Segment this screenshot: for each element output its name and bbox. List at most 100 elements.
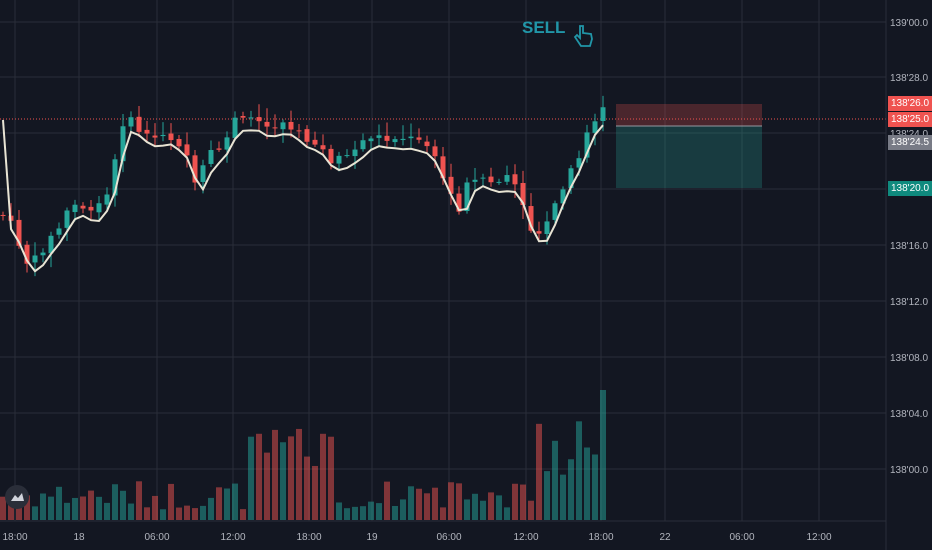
candle-down[interactable] bbox=[440, 156, 446, 179]
candle-up[interactable] bbox=[568, 168, 574, 189]
candle-up[interactable] bbox=[56, 228, 62, 235]
candle-down[interactable] bbox=[312, 139, 318, 145]
candle-down[interactable] bbox=[432, 146, 438, 157]
pointer-hand-icon bbox=[573, 25, 593, 47]
candle-up[interactable] bbox=[576, 158, 582, 168]
candle-down[interactable] bbox=[512, 174, 518, 185]
candle-up[interactable] bbox=[72, 204, 78, 213]
candles[interactable] bbox=[0, 95, 606, 277]
tradingview-logo-icon[interactable] bbox=[5, 485, 29, 509]
candle-up[interactable] bbox=[104, 194, 110, 205]
candle-up[interactable] bbox=[560, 189, 566, 204]
candle-up[interactable] bbox=[96, 203, 102, 213]
candle-up[interactable] bbox=[336, 155, 342, 164]
candle-down[interactable] bbox=[424, 141, 430, 147]
candle-down[interactable] bbox=[184, 144, 190, 156]
time-tick-label: 06:00 bbox=[729, 532, 754, 543]
candle-up[interactable] bbox=[40, 252, 46, 256]
candle-up[interactable] bbox=[208, 150, 214, 164]
entry-price-label: 138'25.0 bbox=[888, 112, 932, 127]
candle-up[interactable] bbox=[376, 135, 382, 138]
time-axis[interactable]: 18:00 18 06:00 12:00 18:00 19 06:00 12:00 18:00 2… bbox=[2, 532, 831, 543]
candle-down[interactable] bbox=[536, 231, 542, 234]
volume-bar bbox=[472, 493, 478, 520]
candle-up[interactable] bbox=[200, 165, 206, 182]
candle-down[interactable] bbox=[456, 193, 462, 212]
volume-bar bbox=[384, 481, 390, 520]
candle-up[interactable] bbox=[112, 159, 118, 196]
candle-up[interactable] bbox=[120, 126, 126, 162]
candle-up[interactable] bbox=[32, 255, 38, 263]
candle-up[interactable] bbox=[352, 149, 358, 157]
volume-bar bbox=[512, 483, 518, 520]
candle-down[interactable] bbox=[320, 145, 326, 150]
stop-price-label: 138'26.0 bbox=[888, 96, 932, 111]
candle-up[interactable] bbox=[408, 136, 414, 139]
candle-down[interactable] bbox=[448, 176, 454, 194]
volume-bar bbox=[176, 507, 182, 520]
candle-up[interactable] bbox=[592, 121, 598, 133]
candle-up[interactable] bbox=[400, 138, 406, 141]
candle-up[interactable] bbox=[360, 140, 366, 150]
candle-up[interactable] bbox=[368, 138, 374, 142]
volume-bar bbox=[240, 509, 246, 520]
candle-down[interactable] bbox=[272, 127, 278, 129]
candle-down[interactable] bbox=[88, 206, 94, 211]
candle-up[interactable] bbox=[344, 155, 350, 157]
candle-down[interactable] bbox=[192, 155, 198, 183]
candle-down[interactable] bbox=[520, 182, 526, 206]
volume-bar bbox=[304, 456, 310, 520]
candle-down[interactable] bbox=[528, 206, 534, 231]
take-profit-zone[interactable] bbox=[616, 126, 762, 188]
candle-down[interactable] bbox=[168, 133, 174, 141]
volume-bar bbox=[312, 465, 318, 520]
candle-up[interactable] bbox=[160, 134, 166, 137]
time-tick-label: 18:00 bbox=[588, 532, 613, 543]
candle-up[interactable] bbox=[584, 132, 590, 158]
candle-down[interactable] bbox=[80, 205, 86, 209]
candle-down[interactable] bbox=[136, 116, 142, 132]
volume-bar bbox=[224, 488, 230, 520]
candle-up[interactable] bbox=[496, 181, 502, 183]
candle-up[interactable] bbox=[64, 210, 70, 228]
candle-down[interactable] bbox=[144, 129, 150, 134]
candle-up[interactable] bbox=[224, 137, 230, 150]
candle-up[interactable] bbox=[48, 235, 54, 254]
candle-down[interactable] bbox=[416, 137, 422, 140]
candle-down[interactable] bbox=[16, 219, 22, 246]
candle-up[interactable] bbox=[544, 221, 550, 235]
candle-up[interactable] bbox=[552, 203, 558, 220]
candle-down[interactable] bbox=[296, 130, 302, 132]
candle-down[interactable] bbox=[256, 117, 262, 122]
candle-up[interactable] bbox=[128, 117, 134, 127]
volume-bar bbox=[288, 436, 294, 520]
volume-bar bbox=[136, 481, 142, 520]
candle-up[interactable] bbox=[392, 139, 398, 143]
candle-down[interactable] bbox=[0, 214, 6, 216]
candle-down[interactable] bbox=[288, 121, 294, 130]
candle-up[interactable] bbox=[480, 177, 486, 179]
candle-down[interactable] bbox=[328, 148, 334, 164]
candle-down[interactable] bbox=[216, 148, 222, 150]
candle-down[interactable] bbox=[488, 176, 494, 183]
candle-down[interactable] bbox=[152, 135, 158, 138]
stop-loss-zone[interactable] bbox=[616, 104, 762, 126]
price-axis[interactable]: 139'00.0138'28.0138'24.0138'20.0138'16.0… bbox=[890, 18, 928, 476]
candle-down[interactable] bbox=[304, 129, 310, 142]
short-position-tool[interactable] bbox=[616, 104, 762, 188]
volume-bar bbox=[264, 452, 270, 520]
candle-up[interactable] bbox=[600, 107, 606, 121]
candle-up[interactable] bbox=[248, 117, 254, 119]
candle-up[interactable] bbox=[232, 117, 238, 138]
candle-down[interactable] bbox=[264, 121, 270, 127]
volume-bar bbox=[424, 493, 430, 520]
candle-up[interactable] bbox=[472, 179, 478, 182]
candle-down[interactable] bbox=[176, 138, 182, 147]
candle-down[interactable] bbox=[24, 244, 30, 264]
candle-up[interactable] bbox=[464, 182, 470, 212]
candle-up[interactable] bbox=[504, 175, 510, 182]
candle-up[interactable] bbox=[280, 122, 286, 130]
candle-down[interactable] bbox=[384, 135, 390, 141]
candle-down[interactable] bbox=[240, 116, 246, 118]
